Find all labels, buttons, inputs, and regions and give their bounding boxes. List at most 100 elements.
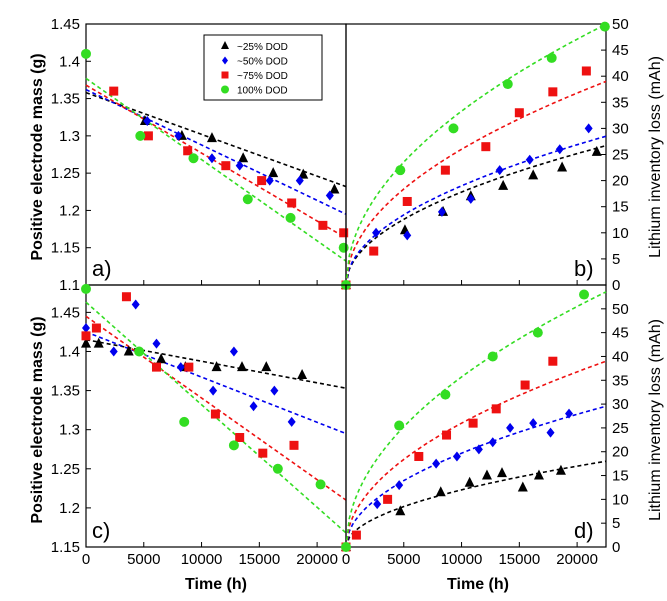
data-point-s50 [555,144,564,155]
data-point-s50 [474,444,483,455]
x-tick-label: 20000 [556,551,598,568]
y-tick-label: 1.1 [59,277,80,294]
data-point-s25 [211,361,222,372]
panel-b: 0 5 10 15 20 25 30 35 40 45 50 b) [341,16,629,294]
data-point-s100 [188,153,199,164]
data-point-s100 [242,194,253,205]
y-tick-label: 1.3 [59,128,80,145]
data-point-s100 [81,283,91,294]
data-point-s100 [440,389,451,400]
fit-line-s100 [85,301,347,534]
data-point-s75 [257,176,267,186]
data-point-s25 [528,169,539,180]
data-point-s50 [525,154,534,165]
data-point-s100 [315,479,326,490]
y-tick-label: 1.15 [51,240,80,257]
data-point-s50 [109,346,118,357]
y-tick-label: 50 [612,301,629,318]
data-point-s100 [579,289,590,300]
data-point-s50 [82,323,90,334]
data-point-s100 [502,79,513,90]
data-point-s75 [339,228,349,238]
data-point-s25 [156,353,167,364]
panel-d: 0 5 10 15 20 25 30 35 40 45 50 0 5000 10000 15000 20000… [341,284,629,568]
data-point-s75 [548,356,558,366]
data-point-s50 [229,346,238,357]
data-point-s75 [351,530,361,540]
y-tick-label: 1.2 [59,202,80,219]
y-tick-label: 20 [612,173,629,190]
data-point-s75 [221,161,231,171]
x-tick-label: 5000 [387,551,420,568]
data-point-s50 [131,299,140,310]
data-point-s75 [235,433,245,443]
data-point-s50 [373,499,382,510]
data-point-s100 [135,130,146,141]
fit-line-s75 [345,360,607,548]
data-point-s75 [414,451,424,461]
data-point-s50 [143,115,152,126]
data-point-s100 [81,48,91,59]
fit-line-s50 [345,135,607,286]
y-tick-label: 1.4 [59,343,80,360]
y-tick-label: 30 [612,396,629,413]
y-tick-label: 1.25 [51,165,80,182]
data-point-s100 [394,420,405,431]
data-point-s50 [207,153,216,164]
y-tick-label: 15 [612,468,629,485]
fit-line-s75 [345,80,607,286]
x-tick-label: 15000 [238,551,280,568]
data-point-s100 [487,351,498,362]
data-point-s50 [295,175,304,186]
y-tick-label: 1.45 [51,304,80,321]
data-point-s25 [297,368,308,379]
data-point-s25 [464,476,475,487]
fit-line-s50 [345,405,607,548]
data-point-s25 [533,469,544,480]
data-point-s50 [174,130,183,141]
x-tick-label: 15000 [498,551,540,568]
data-point-s25 [395,505,406,516]
panel-tag: a) [92,256,112,281]
y-tick-label: 25 [612,420,629,437]
data-point-s25 [206,132,217,143]
data-point-s25 [497,467,507,478]
y-tick-label: 35 [612,94,629,111]
data-point-s75 [440,165,450,175]
data-point-s50 [235,160,244,171]
data-point-s75 [183,146,193,156]
fit-line-s25 [85,91,347,188]
panel-tag: c) [92,518,110,543]
panel-tag: d) [574,518,594,543]
data-point-s50 [209,385,218,396]
y-tick-label: 25 [612,147,629,164]
data-point-s75 [318,220,328,230]
data-point-s50 [529,418,538,429]
data-point-s100 [228,440,239,451]
data-point-s75 [369,246,379,256]
data-point-s75 [121,292,131,302]
fit-line-s75 [85,315,347,501]
legend-marker-s75 [221,71,229,79]
fit-line-s100 [345,23,607,286]
panel-frame [345,284,607,548]
y-tick-label: 1.2 [59,500,80,517]
data-point-s25 [555,464,566,475]
data-point-s50 [546,427,555,438]
data-point-s100 [338,242,349,253]
data-point-s25 [591,145,602,156]
panel-c: 1.15 1.2 1.25 1.3 1.35 1.4 1.45 0 5000 10000 15000… [51,283,347,568]
data-point-s50 [249,401,258,412]
data-point-s25 [261,361,272,372]
y-tick-label: 1.15 [51,539,80,556]
data-point-s100 [341,542,351,552]
data-point-s75 [143,131,153,141]
x-tick-label: 20000 [296,551,338,568]
data-point-s50 [565,408,574,419]
y-tick-label: 30 [612,120,629,137]
data-point-s50 [466,193,475,204]
data-point-s100 [599,21,610,32]
data-point-s50 [152,338,161,349]
data-point-s25 [498,179,509,190]
fit-line-s100 [85,77,347,262]
